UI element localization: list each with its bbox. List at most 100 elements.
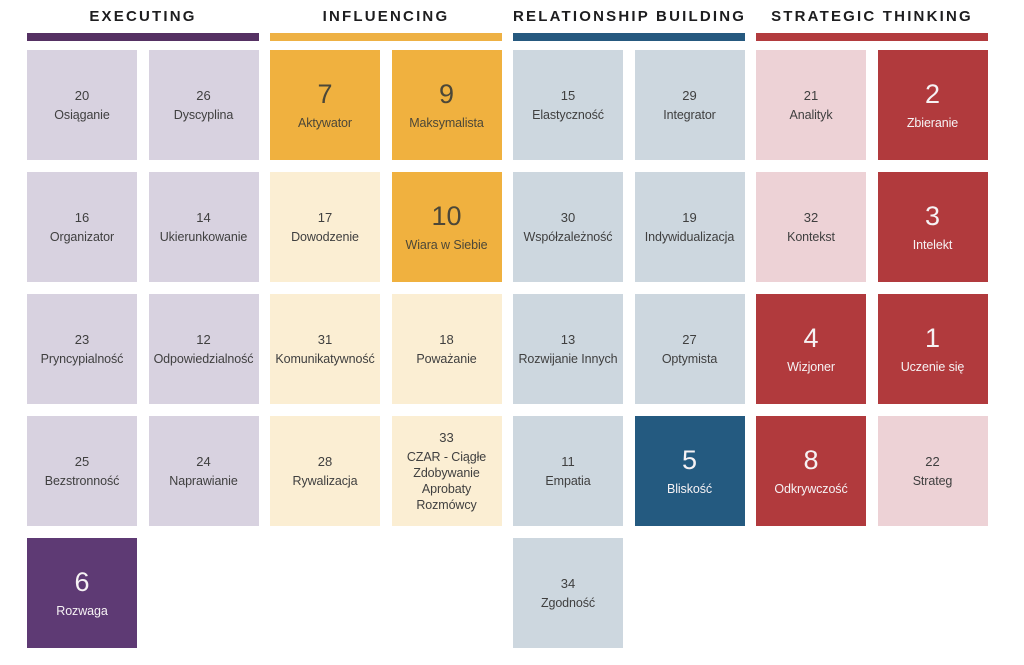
- tile-rank-number: 31: [317, 332, 333, 347]
- tile-rank-33: 33 CZAR - Ciągłe Zdobywanie Aprobaty Rozm…: [391, 416, 502, 526]
- tile-rank-number: 21: [803, 88, 819, 103]
- tile-label: Zgodność: [540, 596, 596, 610]
- tile-rank-9: 9 Maksymalista: [391, 50, 502, 160]
- tile-label: Bezstronność: [44, 474, 120, 488]
- tile-label: Rozwaga: [56, 604, 108, 618]
- tile-label: Wiara w Siebie: [405, 238, 488, 252]
- tile-label: Aktywator: [298, 116, 352, 130]
- tile-label: Wizjoner: [787, 360, 835, 374]
- tile-label: Naprawianie: [169, 474, 238, 488]
- tile-rank-19: 19 Indywidualizacja: [634, 172, 745, 282]
- tile-rank-number: 22: [925, 454, 940, 469]
- tile-label: Elastyczność: [532, 108, 604, 122]
- tile-rank-11: 11 Empatia: [513, 416, 623, 526]
- tile-label: Ukierunkowanie: [159, 230, 248, 244]
- tile-label: Empatia: [545, 474, 591, 488]
- tile-rank-number: 33: [439, 430, 454, 445]
- tile-rank-6: 6 Rozwaga: [27, 538, 137, 648]
- tile-rank-7: 7 Aktywator: [270, 50, 380, 160]
- tile-rank-number: 8: [803, 445, 819, 475]
- tile-rank-number: 13: [560, 332, 576, 347]
- tile-label: Analityk: [789, 108, 833, 122]
- tile-label: Optymista: [661, 352, 718, 366]
- tile-rank-number: 24: [196, 454, 211, 469]
- tile-label: Strateg: [912, 474, 953, 488]
- tile-rank-30: 30 Współzależność: [513, 172, 623, 282]
- tile-rank-number: 27: [682, 332, 697, 347]
- tile-rank-number: 16: [74, 210, 90, 225]
- domain-header-executing: EXECUTING: [27, 7, 259, 41]
- tile-rank-number: 26: [196, 88, 211, 103]
- tile-rank-number: 17: [317, 210, 333, 225]
- domain-title: STRATEGIC THINKING: [771, 8, 973, 25]
- tile-rank-number: 30: [560, 210, 576, 225]
- tile-rank-16: 16 Organizator: [27, 172, 137, 282]
- tile-label: Poważanie: [416, 352, 477, 366]
- tile-rank-32: 32 Kontekst: [756, 172, 866, 282]
- tile-label: Kontekst: [787, 230, 835, 244]
- tile-label: Odpowiedzialność: [153, 352, 254, 366]
- tile-rank-20: 20 Osiąganie: [27, 50, 137, 160]
- tile-rank-number: 5: [681, 445, 698, 475]
- tile-label: Rozwijanie Innych: [518, 352, 618, 366]
- domain-header-influencing: INFLUENCING: [270, 7, 502, 41]
- tile-rank-number: 6: [74, 567, 90, 597]
- tile-rank-number: 7: [317, 79, 333, 109]
- tile-rank-25: 25 Bezstronność: [27, 416, 137, 526]
- tile-rank-28: 28 Rywalizacja: [270, 416, 380, 526]
- tile-label: Integrator: [663, 108, 716, 122]
- tile-rank-number: 23: [74, 332, 90, 347]
- domain-title: EXECUTING: [89, 8, 197, 25]
- tile-rank-4: 4 Wizjoner: [756, 294, 866, 404]
- tile-label: Intelekt: [912, 238, 953, 252]
- tile-label: Rywalizacja: [292, 474, 358, 488]
- tile-rank-number: 34: [560, 576, 576, 591]
- tile-rank-26: 26 Dyscyplina: [148, 50, 259, 160]
- tile-rank-number: 12: [196, 332, 211, 347]
- tile-rank-17: 17 Dowodzenie: [270, 172, 380, 282]
- tile-rank-27: 27 Optymista: [634, 294, 745, 404]
- tile-rank-number: 2: [924, 79, 941, 109]
- tile-rank-number: 1: [924, 323, 941, 353]
- domain-title: INFLUENCING: [322, 8, 450, 25]
- tile-rank-22: 22 Strateg: [877, 416, 988, 526]
- tile-rank-8: 8 Odkrywczość: [756, 416, 866, 526]
- tile-label: Odkrywczość: [774, 482, 848, 496]
- tile-rank-3: 3 Intelekt: [877, 172, 988, 282]
- tile-rank-21: 21 Analityk: [756, 50, 866, 160]
- tile-rank-number: 9: [438, 79, 455, 109]
- tile-rank-5: 5 Bliskość: [634, 416, 745, 526]
- tile-label: Bliskość: [666, 482, 713, 496]
- tile-rank-number: 29: [682, 88, 697, 103]
- tile-label: Maksymalista: [409, 116, 484, 130]
- tile-label: Osiąganie: [54, 108, 110, 122]
- tile-rank-13: 13 Rozwijanie Innych: [513, 294, 623, 404]
- tile-label: Współzależność: [523, 230, 613, 244]
- tile-rank-29: 29 Integrator: [634, 50, 745, 160]
- tile-rank-number: 4: [803, 323, 819, 353]
- tile-rank-number: 20: [74, 88, 90, 103]
- domain-underline-bar: [513, 33, 745, 41]
- domain-header-strategic-thinking: STRATEGIC THINKING: [756, 7, 988, 41]
- domain-header-relationship-building: RELATIONSHIP BUILDING: [513, 7, 745, 41]
- tile-label: Dowodzenie: [291, 230, 359, 244]
- tile-rank-number: 14: [196, 210, 211, 225]
- tile-label: Pryncypialność: [40, 352, 124, 366]
- tile-label: Dyscyplina: [173, 108, 234, 122]
- tile-rank-10: 10 Wiara w Siebie: [391, 172, 502, 282]
- tile-label: Komunikatywność: [275, 352, 375, 366]
- tile-rank-24: 24 Naprawianie: [148, 416, 259, 526]
- tile-rank-number: 11: [561, 454, 575, 469]
- tile-label: Indywidualizacja: [644, 230, 735, 244]
- tile-label: Organizator: [49, 230, 115, 244]
- tile-rank-number: 25: [74, 454, 90, 469]
- tile-label: CZAR - Ciągłe Zdobywanie Aprobaty Rozmów…: [406, 450, 487, 512]
- tiles-grid: 20 Osiąganie 26 Dyscyplina 7 Aktywator 9 Maksym…: [27, 50, 988, 648]
- tile-rank-31: 31 Komunikatywność: [270, 294, 380, 404]
- tile-rank-number: 28: [317, 454, 333, 469]
- domain-underline-bar: [27, 33, 259, 41]
- tile-rank-number: 32: [803, 210, 819, 225]
- tile-rank-2: 2 Zbieranie: [877, 50, 988, 160]
- tile-rank-23: 23 Pryncypialność: [27, 294, 137, 404]
